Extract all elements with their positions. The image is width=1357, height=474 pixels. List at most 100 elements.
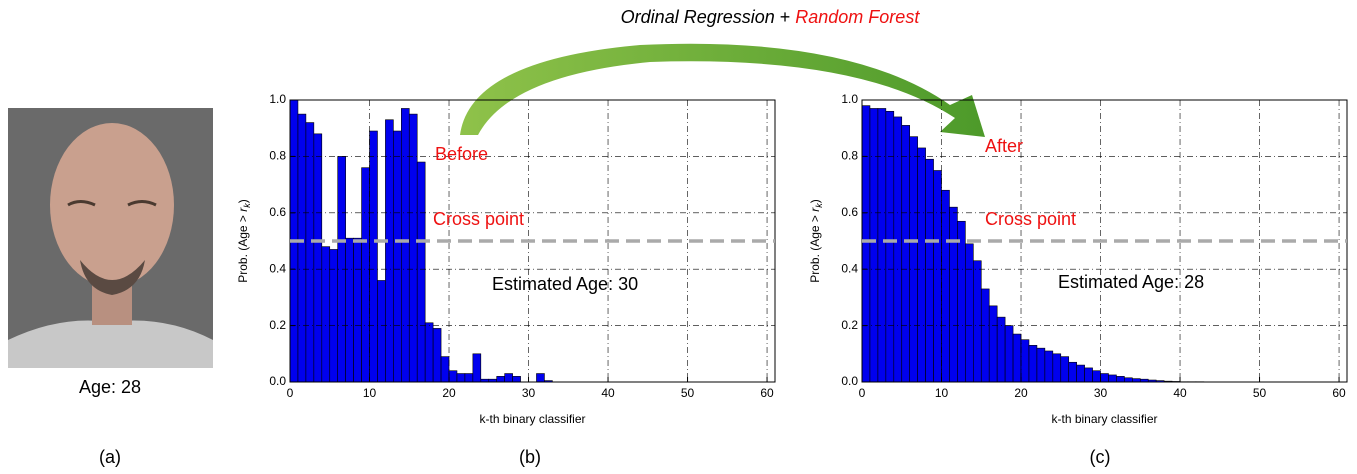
bar — [909, 136, 918, 383]
annotation: Before — [435, 144, 488, 164]
bar — [1076, 364, 1085, 383]
annotation: Cross point — [985, 209, 1076, 229]
bar — [973, 260, 982, 383]
bar — [504, 373, 513, 383]
bar — [1012, 333, 1022, 383]
x-tick-label: 40 — [1173, 386, 1187, 400]
y-axis-label: Prob. (Age > rk) — [808, 199, 824, 283]
y-axis-label-part: Prob. (Age > — [808, 212, 822, 283]
y-axis-label-part: ) — [808, 199, 822, 203]
panel-label: (c) — [1090, 447, 1111, 467]
bar — [1020, 339, 1030, 383]
y-tick-label: 0.8 — [269, 149, 286, 163]
bar — [536, 373, 545, 383]
bar — [901, 125, 911, 383]
annotation: Estimated Age: 28 — [1058, 272, 1204, 292]
bar — [408, 113, 418, 383]
bar — [1092, 370, 1101, 383]
annotation: Cross point — [433, 209, 524, 229]
y-axis-label-part: Prob. (Age > — [236, 212, 250, 283]
bar — [1116, 376, 1125, 383]
x-tick-label: 20 — [1014, 386, 1028, 400]
y-tick-label: 1.0 — [269, 92, 286, 106]
x-tick-label: 50 — [681, 386, 695, 400]
bar — [1124, 377, 1133, 383]
bar — [1036, 347, 1046, 383]
arrow-label: Ordinal Regression + Random Forest — [621, 7, 921, 27]
x-tick-label: 60 — [760, 386, 774, 400]
bar — [996, 316, 1006, 383]
x-tick-label: 30 — [522, 386, 536, 400]
bar — [345, 237, 354, 383]
bar — [925, 158, 934, 383]
x-axis-label: k-th binary classifier — [1051, 412, 1157, 426]
x-tick-label: 30 — [1094, 386, 1108, 400]
y-axis-label-part: r — [808, 207, 822, 212]
bar — [988, 305, 998, 383]
x-tick-label: 0 — [859, 386, 866, 400]
bar — [941, 189, 950, 383]
bar — [424, 322, 434, 383]
x-tick-label: 50 — [1253, 386, 1267, 400]
y-axis-label-part: k — [242, 203, 252, 208]
photo-caption: Age: 28 — [79, 377, 141, 397]
panel-label: (a) — [99, 447, 121, 467]
bar — [432, 328, 442, 383]
annotation: Estimated Age: 30 — [492, 274, 638, 294]
bar — [456, 373, 466, 383]
x-tick-label: 40 — [601, 386, 615, 400]
bar — [1004, 325, 1014, 383]
y-tick-label: 0.4 — [269, 261, 286, 275]
arrow-label-part: Ordinal Regression — [621, 7, 775, 27]
bar — [980, 288, 990, 383]
x-tick-label: 60 — [1332, 386, 1346, 400]
y-tick-label: 0.8 — [841, 149, 858, 163]
bar — [1060, 356, 1070, 383]
arrow — [460, 43, 985, 137]
bar — [385, 119, 394, 383]
y-axis-label-part: ) — [236, 199, 250, 203]
bar — [1028, 345, 1038, 383]
x-axis-label: k-th binary classifier — [479, 412, 585, 426]
bar — [313, 133, 323, 383]
bar — [448, 370, 458, 383]
bar — [869, 108, 879, 383]
x-tick-label: 10 — [935, 386, 949, 400]
bar — [321, 246, 331, 383]
bar — [965, 243, 974, 383]
x-tick-label: 10 — [363, 386, 377, 400]
bar — [949, 206, 958, 383]
y-axis-label-part: r — [236, 207, 250, 212]
arrow-label-part: Random Forest — [795, 7, 920, 27]
bar — [361, 167, 370, 383]
y-tick-label: 0.2 — [841, 318, 858, 332]
arrow-label-part: + — [775, 7, 796, 27]
bar — [885, 110, 895, 383]
bar — [297, 113, 307, 383]
photo — [8, 108, 213, 368]
annotation: After — [985, 136, 1023, 156]
y-tick-label: 0.0 — [269, 374, 286, 388]
bar — [416, 161, 426, 383]
bar — [305, 122, 315, 383]
bar — [401, 108, 410, 383]
bar — [861, 105, 871, 383]
bar — [1100, 373, 1109, 383]
bar — [464, 373, 474, 383]
y-tick-label: 0.6 — [841, 205, 858, 219]
bar — [353, 237, 362, 383]
y-tick-label: 0.0 — [841, 374, 858, 388]
bar — [369, 130, 378, 383]
bar — [1052, 353, 1062, 383]
y-tick-label: 0.4 — [841, 261, 858, 275]
bar — [1068, 361, 1077, 383]
bar — [1108, 374, 1117, 383]
y-axis-label: Prob. (Age > rk) — [236, 199, 252, 283]
bar — [1084, 367, 1093, 383]
bar — [496, 376, 505, 383]
bar — [877, 108, 887, 383]
bar — [917, 147, 926, 383]
panel-label: (b) — [519, 447, 541, 467]
